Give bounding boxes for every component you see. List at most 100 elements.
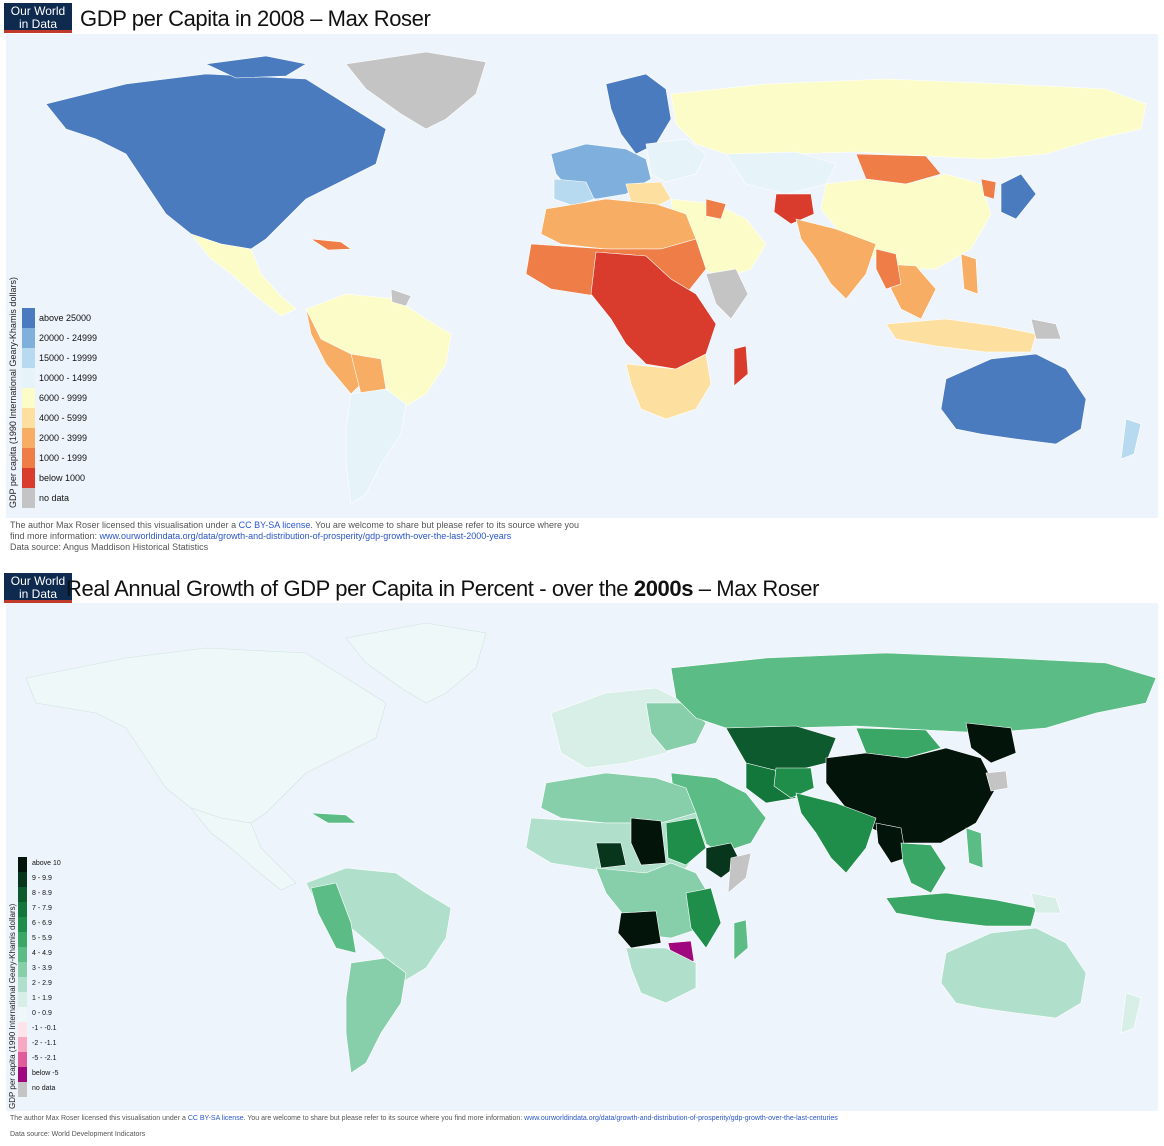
legend-swatch [18,1037,27,1052]
peru-colombia-region[interactable] [310,882,357,954]
legend-swatch [22,448,35,468]
indonesia-region[interactable] [885,318,1037,353]
legend-swatch [18,1007,27,1022]
legend-swatch [18,932,27,947]
caribbean-region[interactable] [310,812,357,824]
caribbean-region[interactable] [310,238,352,251]
world-map: GDP per capita (1990 International Geary… [6,34,1158,518]
data-source: Data source: Angus Maddison Historical S… [10,542,209,552]
credit-line-2: find more information: www.ourworldindat… [10,531,512,541]
australia-region[interactable] [940,353,1087,445]
map-title: Real Annual Growth of GDP per Capita in … [66,576,820,601]
our-world-in-data-logo[interactable]: Our World in Data [4,3,72,33]
legend-swatch [18,1082,27,1097]
north-america-region[interactable] [25,647,387,824]
legend-swatch [18,917,27,932]
credit-line-1: The author Max Roser licensed this visua… [10,1115,838,1122]
russia-region[interactable] [670,78,1147,160]
new-guinea-region[interactable] [1030,892,1062,914]
greenland-region[interactable] [345,622,487,704]
horn-of-africa-region[interactable] [705,268,749,320]
gdp-2008-panel: Our World in Data GDP per Capita in 2008… [0,0,1164,555]
korea-japan-region[interactable] [1000,173,1037,220]
color-legend: above 10 9 - 9.9 8 - 8.9 7 - 7.9 6 - 6.9… [18,857,138,1109]
legend-swatch [22,388,35,408]
indonesia-region[interactable] [885,892,1037,927]
mongolia-region[interactable] [855,153,942,185]
kazakhstan-region[interactable] [725,725,837,774]
legend-swatch [18,1022,27,1037]
source-link[interactable]: www.ourworldindata.org/data/growth-and-d… [99,531,512,541]
legend-swatch [18,902,27,917]
mongolia-region[interactable] [855,727,942,759]
myanmar-region[interactable] [875,822,907,864]
legend-swatch [18,962,27,977]
world-map-svg [45,51,1147,505]
india-region[interactable] [795,218,877,300]
map-title: GDP per Capita in 2008 – Max Roser [80,6,431,31]
afghanistan-region[interactable] [773,767,815,799]
legend-title: GDP per capita (1990 International Geary… [8,277,18,508]
manchuria-region[interactable] [965,722,1017,764]
sudan-region[interactable] [665,817,707,866]
nigeria-region[interactable] [595,842,627,869]
india-region[interactable] [795,792,877,874]
legend-swatch [22,408,35,428]
southeast-asia-region[interactable] [900,842,947,894]
legend-swatch [22,328,35,348]
southern-africa-region[interactable] [625,947,697,1004]
legend-swatch [22,368,35,388]
horn-of-africa-region[interactable] [727,852,752,894]
license-link[interactable]: CC BY-SA license [238,520,311,530]
legend-swatch [18,992,27,1007]
credit-line-1: The author Max Roser licensed this visua… [10,520,579,530]
legend-swatch [18,947,27,962]
legend-swatch [18,857,27,872]
legend-swatch [22,348,35,368]
andes-region[interactable] [305,308,367,395]
japan-korea-region[interactable] [985,770,1009,792]
legend-swatch [18,977,27,992]
legend-swatch [18,887,27,902]
iraq-region[interactable] [705,198,727,220]
madagascar-region[interactable] [733,345,749,387]
russia-region[interactable] [670,652,1157,734]
new-guinea-region[interactable] [1030,318,1062,340]
myanmar-region[interactable] [875,248,902,290]
chad-region[interactable] [630,817,667,866]
data-source: Data source: World Development Indicator… [10,1131,146,1138]
philippines-region[interactable] [960,253,979,295]
australia-region[interactable] [940,927,1087,1019]
southern-cone-region[interactable] [345,957,407,1074]
north-america-region[interactable] [45,73,387,250]
angola-region[interactable] [617,910,662,949]
southern-cone-region[interactable] [345,388,407,505]
new-zealand-region[interactable] [1120,418,1142,460]
legend-title: GDP per capita (1990 International Geary… [8,903,17,1109]
eastern-europe-region[interactable] [645,138,707,183]
mexico-region[interactable] [190,807,297,891]
philippines-region[interactable] [965,827,984,869]
world-map: GDP per capita (1990 International Geary… [6,603,1158,1111]
kazakhstan-region[interactable] [725,151,837,195]
southern-africa-region[interactable] [625,353,712,420]
world-map-svg [25,622,1157,1074]
legend-swatch [22,308,35,328]
license-link[interactable]: CC BY-SA license [187,1115,244,1122]
gdp-growth-panel: Our World in Data Real Annual Growth of … [0,570,1164,1146]
north-korea-region[interactable] [980,178,997,200]
greenland-region[interactable] [345,51,487,130]
arctic-islands-region[interactable] [204,55,307,79]
new-zealand-region[interactable] [1120,992,1142,1034]
legend-swatch [22,488,35,508]
east-africa-region[interactable] [685,887,722,949]
afghanistan-region[interactable] [773,193,815,225]
guyana-region[interactable] [390,288,412,307]
our-world-in-data-logo[interactable]: Our World in Data [4,573,72,603]
madagascar-region[interactable] [733,919,749,961]
source-link[interactable]: www.ourworldindata.org/data/growth-and-d… [524,1115,838,1122]
legend-swatch [18,1052,27,1067]
mexico-region[interactable] [190,233,297,317]
legend-swatch [18,1067,27,1082]
legend-swatch [22,468,35,488]
